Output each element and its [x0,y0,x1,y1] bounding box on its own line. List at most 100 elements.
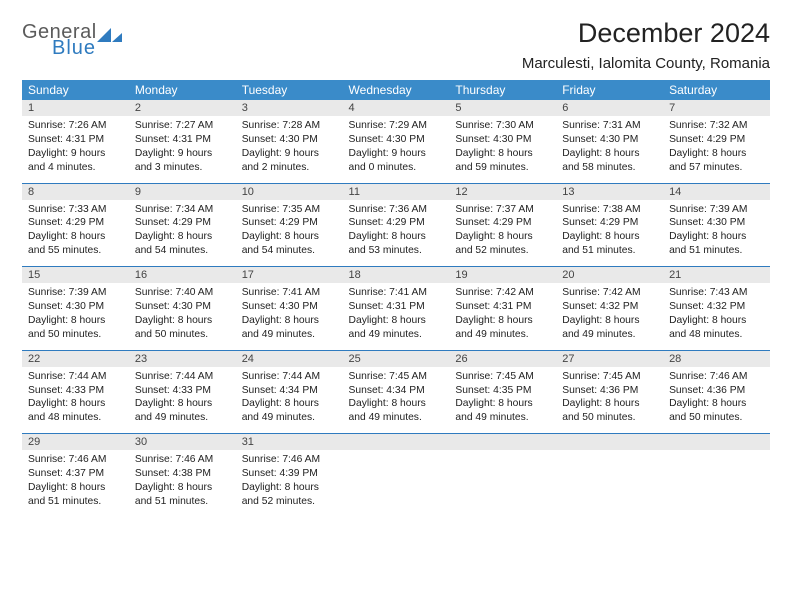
daylight-line1: Daylight: 8 hours [349,314,444,328]
calendar-day-cell [663,434,770,517]
daylight-line1: Daylight: 8 hours [28,314,123,328]
day-details: Sunrise: 7:34 AMSunset: 4:29 PMDaylight:… [129,200,236,267]
day-details: Sunrise: 7:44 AMSunset: 4:34 PMDaylight:… [236,367,343,434]
weekday-header: Tuesday [236,80,343,100]
sunset-text: Sunset: 4:32 PM [669,300,764,314]
day-number: 3 [236,100,343,116]
sunset-text: Sunset: 4:31 PM [28,133,123,147]
daylight-line2: and 49 minutes. [455,328,550,342]
daylight-line2: and 49 minutes. [562,328,657,342]
sunrise-text: Sunrise: 7:46 AM [28,453,123,467]
day-details: Sunrise: 7:46 AMSunset: 4:39 PMDaylight:… [236,450,343,517]
day-number: 29 [22,434,129,450]
sunset-text: Sunset: 4:29 PM [562,216,657,230]
day-details: Sunrise: 7:31 AMSunset: 4:30 PMDaylight:… [556,116,663,183]
day-details: Sunrise: 7:45 AMSunset: 4:36 PMDaylight:… [556,367,663,434]
weekday-header: Monday [129,80,236,100]
day-number: 1 [22,100,129,116]
sunset-text: Sunset: 4:29 PM [349,216,444,230]
calendar-body: 1Sunrise: 7:26 AMSunset: 4:31 PMDaylight… [22,100,770,517]
weekday-header: Saturday [663,80,770,100]
day-details: Sunrise: 7:40 AMSunset: 4:30 PMDaylight:… [129,283,236,350]
sunset-text: Sunset: 4:30 PM [349,133,444,147]
daylight-line2: and 59 minutes. [455,161,550,175]
daylight-line1: Daylight: 8 hours [242,314,337,328]
calendar-day-cell: 19Sunrise: 7:42 AMSunset: 4:31 PMDayligh… [449,267,556,351]
sunrise-text: Sunrise: 7:42 AM [562,286,657,300]
daylight-line1: Daylight: 8 hours [669,230,764,244]
calendar-day-cell: 8Sunrise: 7:33 AMSunset: 4:29 PMDaylight… [22,183,129,267]
day-details: Sunrise: 7:33 AMSunset: 4:29 PMDaylight:… [22,200,129,267]
sunrise-text: Sunrise: 7:39 AM [28,286,123,300]
day-number: 30 [129,434,236,450]
day-details: Sunrise: 7:26 AMSunset: 4:31 PMDaylight:… [22,116,129,183]
daylight-line1: Daylight: 8 hours [669,147,764,161]
day-number: 15 [22,267,129,283]
day-number: 31 [236,434,343,450]
daylight-line1: Daylight: 8 hours [135,314,230,328]
location-text: Marculesti, Ialomita County, Romania [522,55,770,72]
daylight-line1: Daylight: 8 hours [455,314,550,328]
daylight-line2: and 49 minutes. [455,411,550,425]
sunset-text: Sunset: 4:33 PM [135,384,230,398]
day-details: Sunrise: 7:41 AMSunset: 4:31 PMDaylight:… [343,283,450,350]
day-number: 27 [556,351,663,367]
calendar-day-cell: 12Sunrise: 7:37 AMSunset: 4:29 PMDayligh… [449,183,556,267]
daylight-line1: Daylight: 8 hours [135,481,230,495]
daylight-line1: Daylight: 8 hours [242,481,337,495]
daylight-line1: Daylight: 8 hours [669,314,764,328]
daylight-line2: and 49 minutes. [135,411,230,425]
calendar-day-cell: 21Sunrise: 7:43 AMSunset: 4:32 PMDayligh… [663,267,770,351]
weekday-header: Thursday [449,80,556,100]
day-number: 8 [22,184,129,200]
daylight-line2: and 50 minutes. [135,328,230,342]
daylight-line2: and 50 minutes. [28,328,123,342]
calendar-day-cell: 22Sunrise: 7:44 AMSunset: 4:33 PMDayligh… [22,350,129,434]
day-number: 19 [449,267,556,283]
daylight-line1: Daylight: 8 hours [28,481,123,495]
daylight-line1: Daylight: 8 hours [242,397,337,411]
sunset-text: Sunset: 4:32 PM [562,300,657,314]
calendar-day-cell: 9Sunrise: 7:34 AMSunset: 4:29 PMDaylight… [129,183,236,267]
sunset-text: Sunset: 4:29 PM [455,216,550,230]
day-body-empty [343,450,450,506]
logo-mark-icon [97,24,123,44]
weekday-header: Wednesday [343,80,450,100]
sunrise-text: Sunrise: 7:46 AM [242,453,337,467]
page-header: General Blue December 2024 Marculesti, I… [22,18,770,72]
day-details: Sunrise: 7:27 AMSunset: 4:31 PMDaylight:… [129,116,236,183]
day-number: 10 [236,184,343,200]
sunset-text: Sunset: 4:31 PM [349,300,444,314]
daylight-line2: and 49 minutes. [242,328,337,342]
day-details: Sunrise: 7:42 AMSunset: 4:31 PMDaylight:… [449,283,556,350]
calendar-day-cell: 20Sunrise: 7:42 AMSunset: 4:32 PMDayligh… [556,267,663,351]
calendar-day-cell: 10Sunrise: 7:35 AMSunset: 4:29 PMDayligh… [236,183,343,267]
daylight-line1: Daylight: 8 hours [562,147,657,161]
daylight-line1: Daylight: 8 hours [135,230,230,244]
day-number-empty [556,434,663,450]
daylight-line2: and 49 minutes. [242,411,337,425]
calendar-day-cell [449,434,556,517]
sunset-text: Sunset: 4:35 PM [455,384,550,398]
daylight-line2: and 57 minutes. [669,161,764,175]
sunrise-text: Sunrise: 7:44 AM [242,370,337,384]
day-number: 12 [449,184,556,200]
day-details: Sunrise: 7:38 AMSunset: 4:29 PMDaylight:… [556,200,663,267]
day-number: 24 [236,351,343,367]
day-body-empty [556,450,663,506]
sunrise-text: Sunrise: 7:27 AM [135,119,230,133]
sunset-text: Sunset: 4:30 PM [669,216,764,230]
calendar-day-cell: 11Sunrise: 7:36 AMSunset: 4:29 PMDayligh… [343,183,450,267]
sunset-text: Sunset: 4:30 PM [242,133,337,147]
daylight-line1: Daylight: 8 hours [135,397,230,411]
calendar-day-cell: 31Sunrise: 7:46 AMSunset: 4:39 PMDayligh… [236,434,343,517]
day-details: Sunrise: 7:29 AMSunset: 4:30 PMDaylight:… [343,116,450,183]
day-number: 22 [22,351,129,367]
daylight-line1: Daylight: 9 hours [28,147,123,161]
daylight-line1: Daylight: 8 hours [28,397,123,411]
calendar-week-row: 22Sunrise: 7:44 AMSunset: 4:33 PMDayligh… [22,350,770,434]
calendar-day-cell: 30Sunrise: 7:46 AMSunset: 4:38 PMDayligh… [129,434,236,517]
sunset-text: Sunset: 4:37 PM [28,467,123,481]
day-number: 25 [343,351,450,367]
sunset-text: Sunset: 4:34 PM [349,384,444,398]
